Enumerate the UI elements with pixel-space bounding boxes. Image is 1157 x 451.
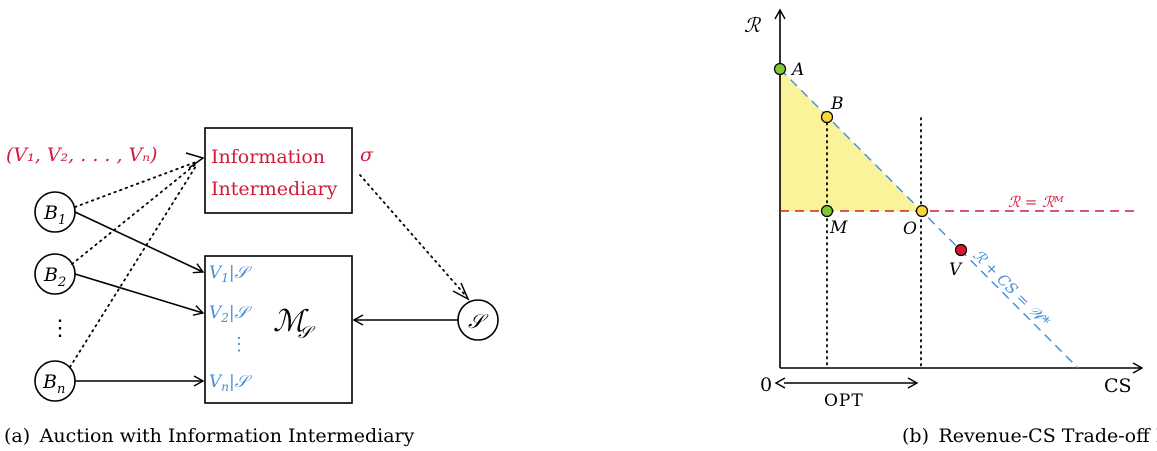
point-a-label: A <box>790 60 804 80</box>
red-line-label: ℛ = ℛᴹ <box>1008 193 1064 211</box>
intermediary-label-line2: Intermediary <box>211 178 338 200</box>
mechanism-box <box>204 255 353 404</box>
point-b-label: B <box>830 94 844 114</box>
mechanism-symbol: ℳ <box>273 304 309 339</box>
buyer-vdots: ⋮ <box>49 316 71 341</box>
point-v-label: V <box>949 260 963 280</box>
dotted-b2-to-intermediary <box>71 163 197 265</box>
dotted-intermediary-to-seller <box>359 174 467 297</box>
tradeoff-diagram: ℛ CS 0 ℛ = ℛᴹ ℛ + CS = 𝒲* OPT A B M O V … <box>744 8 1157 447</box>
point-o <box>915 204 929 218</box>
origin-label: 0 <box>760 374 772 396</box>
buyer-2-label: B2 <box>43 264 66 290</box>
blue-welfare-line <box>779 68 1079 369</box>
x-axis-label: CS <box>1104 375 1132 397</box>
signal-tuple: (V₁, V₂, . . . , Vₙ) <box>6 144 157 166</box>
input-v1: V1|𝒮 <box>209 263 253 285</box>
intermediary-input-arrowhead <box>185 152 205 169</box>
y-axis-label: ℛ <box>744 13 762 37</box>
point-b <box>820 110 834 124</box>
dotted-bn-to-intermediary <box>69 165 197 368</box>
intermediary-label-line1: Information <box>211 146 325 168</box>
input-v2: V2|𝒮 <box>209 303 253 325</box>
auction-diagram: (V₁, V₂, . . . , Vₙ) Information Interme… <box>4 127 499 447</box>
opt-label: OPT <box>824 391 864 411</box>
buyer-n-label: Bn <box>42 371 65 397</box>
arrow-b2-to-mechanism <box>74 273 205 316</box>
mechanism-sub: 𝒮 <box>298 323 316 343</box>
point-o-label: O <box>903 219 917 239</box>
point-a <box>773 62 787 76</box>
point-m-label: M <box>829 218 848 238</box>
caption-b: (b) Revenue-CS Trade-off Diagram <box>902 425 1157 447</box>
intermediary-box <box>204 127 353 214</box>
arrow-b1-to-mechanism <box>74 211 205 274</box>
seller-input-arrowhead <box>452 282 470 301</box>
point-v <box>954 243 968 257</box>
dotted-b1-to-intermediary <box>74 161 197 208</box>
signal-sigma: σ <box>360 144 374 166</box>
inner-vdots: ⋮ <box>230 334 248 355</box>
caption-a: (a) Auction with Information Intermediar… <box>4 425 415 447</box>
point-m <box>820 204 834 218</box>
blue-line-label: ℛ + CS = 𝒲* <box>969 246 1054 331</box>
buyer-1-label: B1 <box>43 202 66 228</box>
input-vn: Vn|𝒮 <box>209 372 253 394</box>
